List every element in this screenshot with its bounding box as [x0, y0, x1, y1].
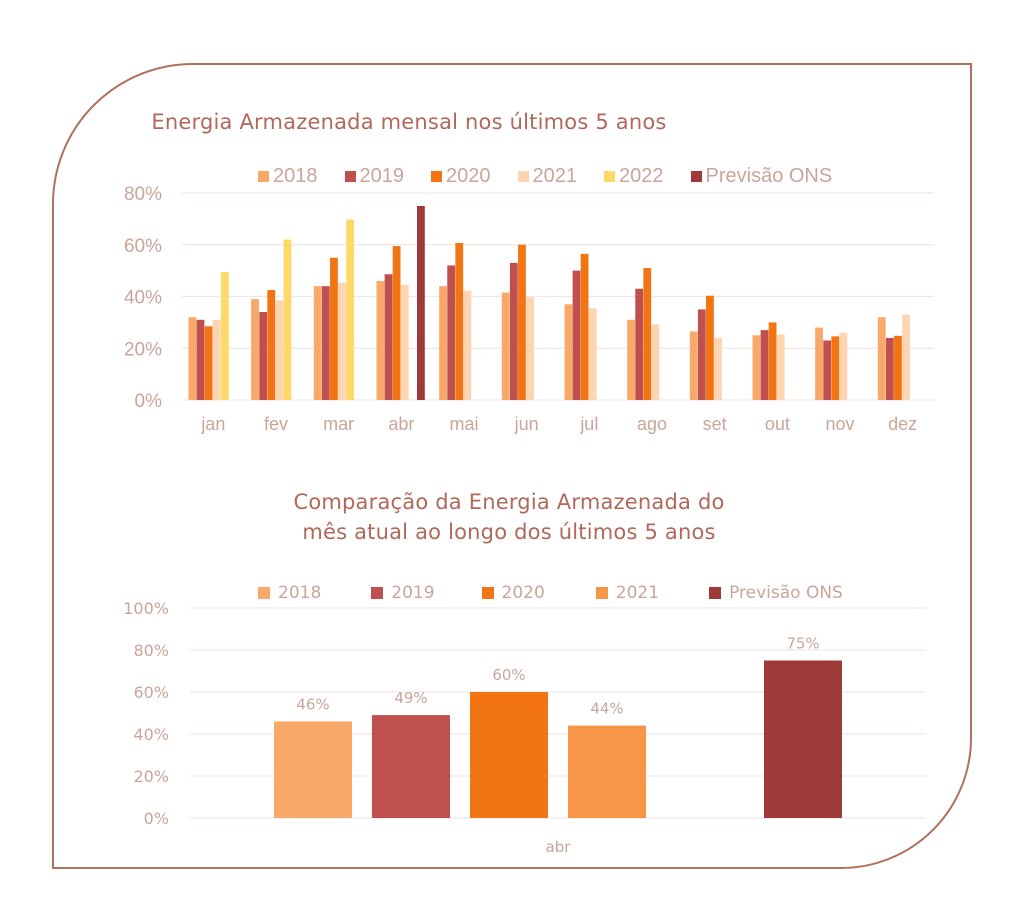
- legend-label: 2018: [278, 583, 322, 603]
- legend-swatch: [690, 171, 702, 182]
- chart1-legend: 2018 2019 2020 2021 2022 Previsão ONS: [258, 165, 862, 188]
- chart2-title-line-1: Comparação da Energia Armazenada do: [293, 490, 725, 514]
- legend-item-2019: 2019: [344, 165, 405, 188]
- legend-label: 2019: [359, 165, 405, 187]
- legend-swatch: [344, 171, 356, 182]
- chart2-title: Comparação da Energia Armazenada do mês …: [0, 487, 1021, 547]
- legend-label: 2022: [619, 165, 664, 187]
- legend-label: Previsão ONS: [729, 583, 843, 603]
- legend-swatch: [431, 171, 442, 182]
- legend-swatch: [258, 587, 270, 599]
- legend-item-2022: 2022: [604, 165, 664, 188]
- chart1-title: Energia Armazenada mensal nos últimos 5 …: [151, 110, 667, 134]
- legend-label: 2018: [273, 165, 318, 187]
- legend-label: Previsão ONS: [705, 165, 833, 187]
- legend-item-2018: 2018: [258, 165, 318, 188]
- legend-label: 2020: [446, 165, 491, 187]
- chart2-title-line-2: mês atual ao longo dos últimos 5 anos: [302, 520, 716, 544]
- legend-swatch: [517, 171, 529, 182]
- legend-swatch: [481, 587, 494, 599]
- legend-swatch: [595, 587, 608, 599]
- legend-swatch: [604, 171, 615, 182]
- legend-item-2018: 2018: [258, 583, 321, 603]
- card-border: [52, 63, 972, 869]
- legend-label: 2019: [391, 583, 435, 603]
- legend-item-2019: 2019: [371, 583, 435, 603]
- legend-item-previsao-ons: Previsão ONS: [709, 583, 843, 603]
- legend-swatch: [709, 587, 722, 599]
- legend-item-2021: 2021: [517, 165, 578, 188]
- legend-item-previsao-ons: Previsão ONS: [690, 165, 833, 188]
- legend-item-2020: 2020: [481, 583, 545, 603]
- chart2-legend: 2018 2019 2020 2021 Previsão ONS: [258, 583, 863, 603]
- legend-swatch: [258, 171, 269, 182]
- legend-item-2021: 2021: [595, 583, 660, 603]
- legend-swatch: [371, 587, 384, 599]
- legend-label: 2020: [501, 583, 545, 603]
- legend-label: 2021: [532, 165, 578, 187]
- legend-label: 2021: [615, 583, 660, 603]
- legend-item-2020: 2020: [431, 165, 491, 188]
